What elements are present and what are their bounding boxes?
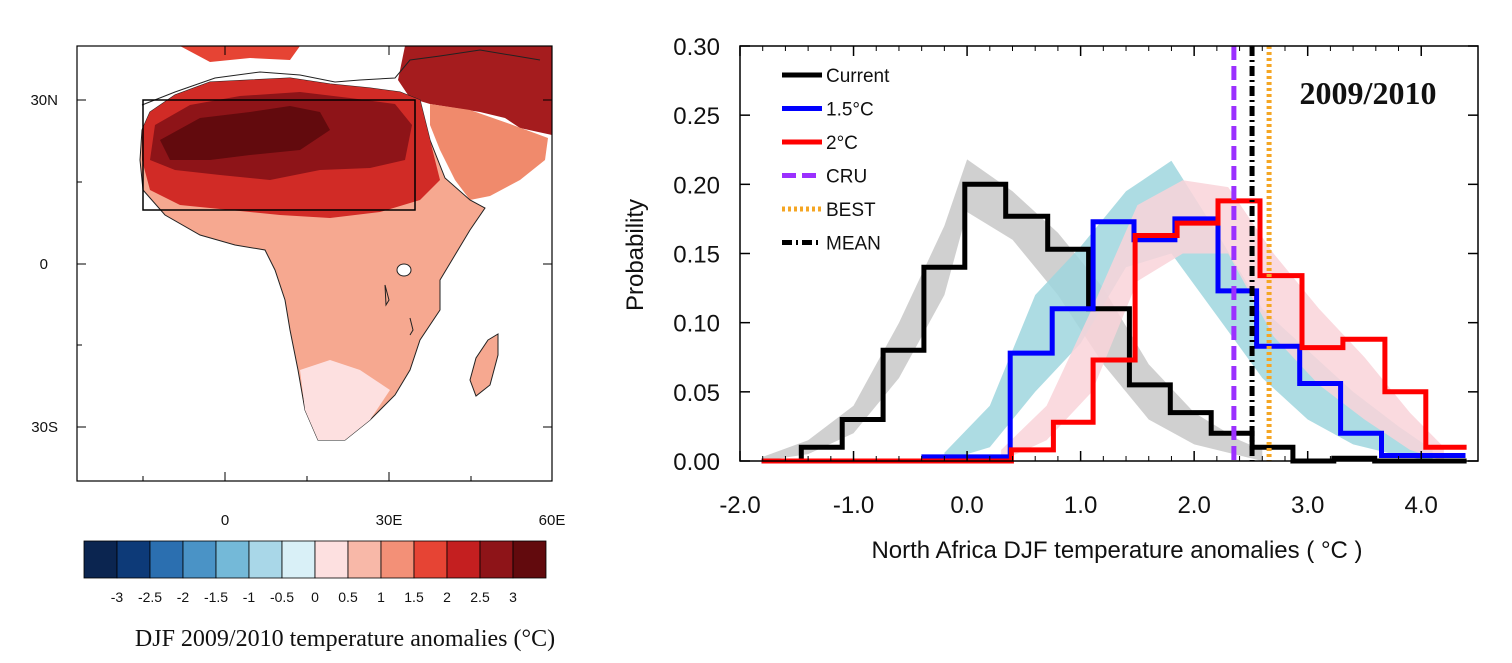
year-label: 2009/2010 bbox=[1300, 75, 1437, 111]
lake-tanganyika bbox=[384, 284, 390, 307]
colorbar-swatch bbox=[380, 540, 415, 579]
x-tick-label: 0.0 bbox=[950, 492, 983, 519]
sahara-extreme-core bbox=[160, 106, 330, 160]
middle-east-anomaly-region bbox=[398, 46, 552, 135]
colorbar-label: -3 bbox=[111, 589, 124, 605]
legend: Current 1.5°C 2°C CRU BEST MEAN bbox=[782, 66, 890, 255]
histogram-panel: -2.0 -1.0 0.0 1.0 2.0 3.0 4.0 0.00 0.05 0.10 0.15… bbox=[622, 34, 1479, 564]
lon-tick-label: 30E bbox=[376, 512, 403, 529]
y-tick-label: 0.05 bbox=[673, 380, 720, 407]
colorbar bbox=[83, 540, 547, 579]
colorbar-swatch bbox=[479, 540, 514, 579]
x-tick-label: -1.0 bbox=[833, 492, 874, 519]
colorbar-label: -2.5 bbox=[138, 589, 162, 605]
legend-label: CRU bbox=[826, 167, 867, 188]
colorbar-label: 2 bbox=[443, 589, 451, 605]
colorbar-swatch bbox=[512, 540, 547, 579]
colorbar-labels: -3 -2.5 -2 -1.5 -1 -0.5 0 0.5 1 1.5 2 2.5 3 bbox=[111, 589, 517, 605]
spread-band-2 bbox=[1001, 180, 1444, 461]
y-axis-label: Probability bbox=[622, 199, 649, 311]
lake-victoria bbox=[396, 263, 412, 277]
colorbar-swatch bbox=[149, 540, 184, 579]
colorbar-label: -2 bbox=[177, 589, 190, 605]
x-tick-label: 2.0 bbox=[1177, 492, 1210, 519]
colorbar-label: -1 bbox=[243, 589, 256, 605]
colorbar-swatch bbox=[413, 540, 448, 579]
colorbar-swatch bbox=[116, 540, 151, 579]
mediterranean-coastline bbox=[141, 49, 541, 106]
colorbar-swatch bbox=[182, 540, 217, 579]
lon-tick-label: 0 bbox=[221, 512, 229, 529]
y-tick-label: 0.25 bbox=[673, 103, 720, 130]
x-axis-label: North Africa DJF temperature anomalies (… bbox=[871, 537, 1362, 564]
lat-tick-label: 30N bbox=[30, 92, 58, 109]
colorbar-swatch bbox=[215, 540, 250, 579]
colorbar-swatch bbox=[281, 540, 316, 579]
legend-label: 2°C bbox=[826, 133, 858, 154]
colorbar-label: 3 bbox=[509, 589, 517, 605]
lat-tick-label: 0 bbox=[40, 256, 48, 273]
series-line-2 bbox=[761, 198, 1467, 464]
y-tick-label: 0.30 bbox=[673, 34, 720, 61]
colorbar-swatch bbox=[446, 540, 481, 579]
colorbar-swatch bbox=[314, 540, 349, 579]
x-tick-label: 3.0 bbox=[1291, 492, 1324, 519]
series-line-0 bbox=[761, 181, 1467, 464]
madagascar bbox=[469, 333, 499, 397]
colorbar-label: 1 bbox=[377, 589, 385, 605]
y-axis-ticks: 0.00 0.05 0.10 0.15 0.20 0.25 0.30 bbox=[673, 34, 1478, 476]
x-tick-label: 4.0 bbox=[1405, 492, 1438, 519]
map-ticks bbox=[77, 46, 552, 481]
histogram-series bbox=[761, 181, 1467, 464]
y-tick-label: 0.20 bbox=[673, 172, 720, 199]
colorbar-label: 2.5 bbox=[470, 589, 490, 605]
x-tick-label: 1.0 bbox=[1064, 492, 1097, 519]
x-axis-ticks: -2.0 -1.0 0.0 1.0 2.0 3.0 4.0 bbox=[719, 46, 1438, 519]
colorbar-label: -1.5 bbox=[204, 589, 228, 605]
colorbar-label: -0.5 bbox=[270, 589, 294, 605]
colorbar-swatch bbox=[248, 540, 283, 579]
legend-label: BEST bbox=[826, 200, 876, 221]
arabia-anomaly-region bbox=[430, 104, 548, 200]
y-tick-label: 0.10 bbox=[673, 311, 720, 338]
europe-anomaly-region bbox=[180, 46, 300, 62]
map-panel: 0 30E 60E 30N 0 30S -3 -2.5 -2 -1.5 -1 -0.5 0 0… bbox=[30, 45, 566, 652]
lon-tick-label: 60E bbox=[539, 512, 566, 529]
observation-lines bbox=[1231, 46, 1272, 461]
y-tick-label: 0.00 bbox=[673, 449, 720, 476]
north-africa-region-box bbox=[142, 99, 416, 211]
legend-label: Current bbox=[826, 66, 890, 87]
colorbar-swatch bbox=[83, 540, 118, 579]
colorbar-label: 0 bbox=[311, 589, 319, 605]
colorbar-label: 1.5 bbox=[404, 589, 424, 605]
colorbar-label: 0.5 bbox=[338, 589, 358, 605]
y-tick-label: 0.15 bbox=[673, 242, 720, 269]
x-tick-label: -2.0 bbox=[719, 492, 760, 519]
colorbar-swatch bbox=[347, 540, 382, 579]
map-caption: DJF 2009/2010 temperature anomalies (°C) bbox=[135, 626, 555, 652]
southern-africa-mild-region bbox=[300, 360, 390, 440]
lat-tick-label: 30S bbox=[31, 419, 58, 436]
map-field bbox=[77, 46, 552, 481]
legend-label: MEAN bbox=[826, 234, 881, 255]
lake-malawi bbox=[409, 317, 414, 336]
legend-label: 1.5°C bbox=[826, 100, 874, 121]
